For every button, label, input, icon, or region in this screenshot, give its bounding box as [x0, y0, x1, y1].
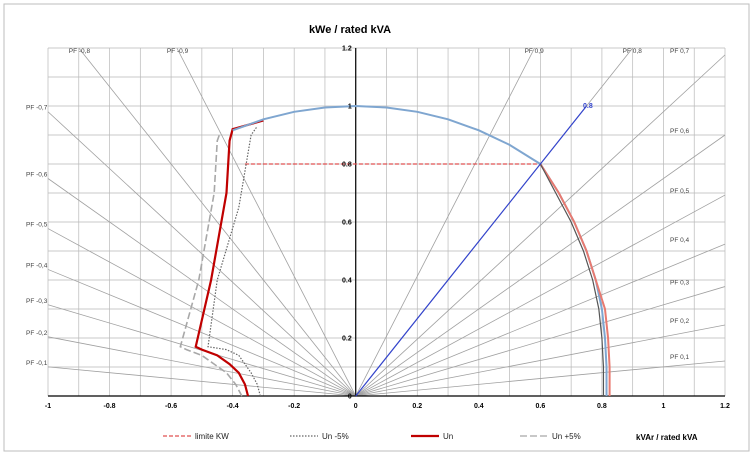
pf-label: PF 0,6 — [670, 128, 690, 135]
pf-line — [355, 134, 726, 397]
pf-line — [47, 178, 356, 397]
pf-label: PF -0,4 — [26, 262, 48, 269]
pf-label: PF 0,4 — [670, 237, 690, 244]
legend-label: Un +5% — [552, 432, 581, 441]
chart-border — [3, 3, 750, 452]
chart-title: kWe / rated kVA — [309, 24, 391, 36]
x-tick-label: 0.8 — [597, 403, 607, 410]
legend-label: limite KW — [195, 432, 229, 441]
series-rated — [232, 104, 608, 396]
series-un — [194, 119, 264, 397]
pf-label: PF -0,6 — [26, 172, 48, 179]
legend-label: Un — [443, 432, 453, 441]
pf-label: PF -0,2 — [26, 330, 48, 337]
y-tick-label: 0 — [348, 394, 352, 401]
pf-label: PF 0,9 — [525, 48, 545, 55]
annotation-0-8: 0.8 — [583, 103, 593, 110]
pf-line — [355, 54, 726, 397]
pf-label: PF -0,7 — [26, 105, 48, 112]
series-un-5- — [179, 131, 243, 397]
x-tick-label: -1 — [45, 403, 51, 410]
pf-line — [47, 228, 356, 397]
pf-line — [47, 336, 356, 397]
tick-labels: -1 -0.8 -0.6 -0.4 -0.2 0 0.2 0.4 0.6 0.8 1 1.2 0 0.2 0… — [45, 46, 730, 411]
x-axis-label: kVAr / rated kVA — [636, 433, 698, 442]
pf-line — [78, 47, 357, 397]
x-tick-label: 0.4 — [474, 403, 484, 410]
x-tick-label: 1.2 — [720, 403, 730, 410]
pf-line — [47, 366, 356, 397]
pf-label: PF 0,5 — [670, 188, 690, 195]
pf-label: PF 0,8 — [623, 48, 643, 55]
series — [179, 104, 611, 397]
series-un-5- — [207, 125, 261, 397]
pf-line — [355, 194, 726, 397]
pf-label: PF -0,9 — [167, 48, 189, 55]
y-tick-label: 0.6 — [342, 220, 352, 227]
pf-label: PF 0,3 — [670, 280, 690, 287]
y-tick-label: 1 — [348, 104, 352, 111]
pf-label: PF -0,8 — [69, 48, 91, 55]
pf-line — [355, 286, 726, 397]
series-right-inner — [539, 163, 605, 396]
y-tick-label: 1.2 — [342, 46, 352, 53]
x-tick-label: 0.2 — [412, 403, 422, 410]
y-tick-label: 0.4 — [342, 278, 352, 285]
x-tick-label: 1 — [662, 403, 666, 410]
pf-line — [47, 269, 356, 397]
y-tick-label: 0.8 — [342, 162, 352, 169]
x-tick-label: -0.2 — [288, 403, 300, 410]
pf-line — [47, 111, 356, 397]
grid — [47, 47, 726, 397]
pf-label: PF -0,1 — [26, 360, 48, 367]
x-tick-label: -0.8 — [104, 403, 116, 410]
series-limit-right-red — [539, 163, 611, 396]
legend-label: Un -5% — [322, 432, 349, 441]
x-tick-label: -0.6 — [165, 403, 177, 410]
pf-label: PF 0,1 — [670, 354, 690, 361]
x-tick-label: -0.4 — [227, 403, 239, 410]
legend: limite KW Un -5% Un Un +5% — [163, 432, 581, 441]
pf-line — [355, 243, 726, 397]
pf-label: PF 0,2 — [670, 318, 690, 325]
y-tick-label: 0.2 — [342, 336, 352, 343]
x-tick-label: 0.6 — [535, 403, 545, 410]
pf-line — [355, 324, 726, 397]
pf-line — [355, 47, 535, 397]
pf-label: PF -0,5 — [26, 222, 48, 229]
x-tick-label: 0 — [354, 403, 358, 410]
series-pf-0-8-line — [355, 105, 587, 397]
pf-line — [176, 47, 357, 397]
pf-label: PF 0,7 — [670, 48, 690, 55]
pf-line — [355, 360, 726, 397]
pf-label: PF -0,3 — [26, 298, 48, 305]
